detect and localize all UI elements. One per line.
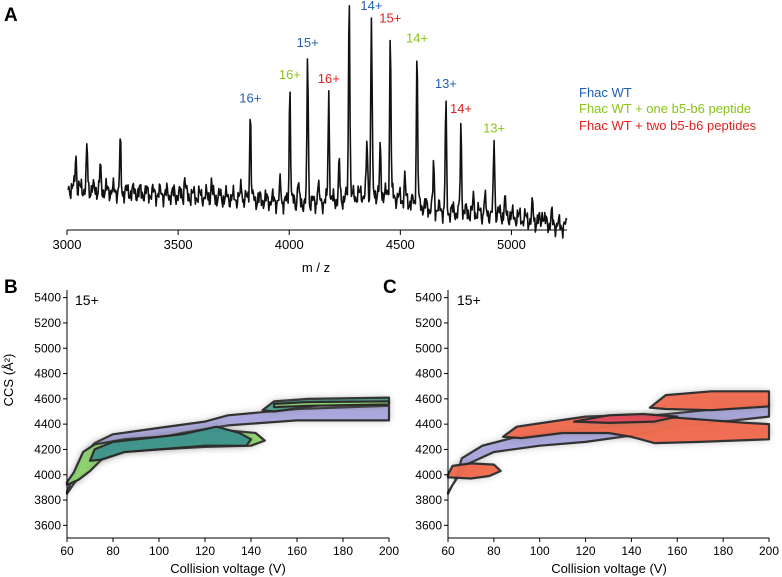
spectrum-x-tick-label: 4000 bbox=[275, 237, 304, 252]
ccs-y-tick-label: 4000 bbox=[34, 468, 61, 482]
panel-letter-c: C bbox=[383, 277, 397, 298]
spectrum-x-ticks: 3000 3500 4000 4500 5000 bbox=[53, 230, 526, 252]
ccs-y-tick-label: 4800 bbox=[415, 367, 442, 381]
ccs-region bbox=[572, 412, 679, 424]
peak-label-wt: 16+ bbox=[239, 90, 261, 105]
ccs-y-tick-label: 4800 bbox=[34, 367, 61, 381]
ccs-c-x-ticks: 60 80 100 120 140 160 180 200 bbox=[441, 538, 779, 558]
ccs-y-tick-label: 5200 bbox=[34, 316, 61, 330]
ccs-panel-c: 60 80 100 120 140 160 180 200 3600 3800 4000 4200 4… bbox=[415, 290, 779, 576]
legend-entry-wt: Fhac WT bbox=[579, 85, 632, 100]
ccs-b-y-label: CCS (Å²) bbox=[1, 354, 16, 407]
ccs-region bbox=[446, 462, 502, 480]
ccs-b-x-ticks: 60 80 100 120 140 160 180 200 bbox=[60, 538, 399, 558]
ccs-x-tick-label: 80 bbox=[487, 544, 501, 558]
peak-label-two: 16+ bbox=[318, 71, 340, 86]
panel-letter-b: B bbox=[4, 277, 18, 298]
ccs-y-tick-label: 4400 bbox=[34, 417, 61, 431]
peak-label-wt: 15+ bbox=[297, 35, 319, 50]
peak-label-one: 16+ bbox=[279, 67, 301, 82]
peak-label-two: 15+ bbox=[379, 10, 401, 25]
spectrum-x-label: m / z bbox=[302, 260, 330, 275]
peak-label-wt: 13+ bbox=[435, 76, 457, 91]
peak-labels: 16+16+15+16+15+14+15+14+13+14+13+ bbox=[239, 0, 505, 136]
ccs-y-tick-label: 4200 bbox=[415, 442, 442, 456]
spectrum-trace bbox=[67, 5, 568, 239]
ccs-x-tick-label: 100 bbox=[530, 544, 550, 558]
ccs-y-tick-label: 5400 bbox=[415, 291, 442, 305]
ccs-y-tick-label: 4400 bbox=[415, 417, 442, 431]
ccs-regions-c bbox=[446, 390, 771, 495]
ccs-y-tick-label: 3800 bbox=[34, 493, 61, 507]
ccs-y-tick-label: 3600 bbox=[415, 518, 442, 532]
ccs-y-tick-label: 4200 bbox=[34, 442, 61, 456]
ccs-x-tick-label: 80 bbox=[106, 544, 120, 558]
peak-label-one: 13+ bbox=[483, 121, 505, 136]
ccs-region-fill bbox=[572, 412, 679, 424]
legend: Fhac WT Fhac WT + one b5-b6 peptide Fhac… bbox=[579, 85, 757, 133]
ccs-x-tick-label: 160 bbox=[667, 544, 687, 558]
ccs-c-charge-label: 15+ bbox=[457, 292, 481, 308]
ccs-region-fill bbox=[88, 425, 253, 462]
ccs-panel-b: 60 80 100 120 140 160 180 200 3600 3800 4000 4200 4… bbox=[1, 290, 399, 576]
ccs-x-tick-label: 60 bbox=[441, 544, 455, 558]
legend-entry-one-peptide: Fhac WT + one b5-b6 peptide bbox=[579, 101, 751, 116]
ccs-region-fill bbox=[648, 390, 771, 412]
ccs-y-tick-label: 5000 bbox=[415, 341, 442, 355]
ccs-regions-b bbox=[65, 396, 391, 495]
ccs-region-fill bbox=[272, 400, 391, 409]
ccs-b-x-label: Collision voltage (V) bbox=[170, 561, 286, 576]
ccs-b-charge-label: 15+ bbox=[75, 292, 99, 308]
ccs-x-tick-label: 180 bbox=[713, 544, 733, 558]
ccs-region-fill bbox=[446, 462, 502, 480]
legend-entry-two-peptides: Fhac WT + two b5-b6 peptides bbox=[579, 118, 757, 133]
ccs-y-tick-label: 3600 bbox=[34, 518, 61, 532]
ccs-x-tick-label: 100 bbox=[149, 544, 169, 558]
ccs-x-tick-label: 120 bbox=[576, 544, 596, 558]
ccs-x-tick-label: 140 bbox=[241, 544, 261, 558]
ccs-region bbox=[648, 390, 771, 412]
ccs-region bbox=[88, 425, 253, 462]
panel-letter-a: A bbox=[4, 5, 18, 26]
ccs-y-tick-label: 5200 bbox=[415, 316, 442, 330]
ccs-x-tick-label: 60 bbox=[60, 544, 74, 558]
peak-label-wt: 14+ bbox=[360, 0, 382, 13]
ccs-y-tick-label: 4600 bbox=[34, 392, 61, 406]
ccs-x-tick-label: 120 bbox=[195, 544, 215, 558]
ccs-y-tick-label: 5000 bbox=[34, 341, 61, 355]
ccs-c-x-label: Collision voltage (V) bbox=[551, 561, 667, 576]
ccs-region-fill bbox=[501, 414, 771, 445]
peak-label-two: 14+ bbox=[450, 101, 472, 116]
ccs-region bbox=[272, 400, 391, 409]
ccs-b-y-ticks: 3600 3800 4000 4200 4400 4600 4800 5000 5200 5400 bbox=[34, 291, 67, 532]
ccs-x-tick-label: 160 bbox=[287, 544, 307, 558]
ccs-x-tick-label: 180 bbox=[333, 544, 353, 558]
ccs-x-tick-label: 200 bbox=[379, 544, 399, 558]
ccs-y-tick-label: 4600 bbox=[415, 392, 442, 406]
spectrum-x-tick-label: 5000 bbox=[497, 237, 526, 252]
ccs-y-tick-label: 3800 bbox=[415, 493, 442, 507]
spectrum-x-tick-label: 4500 bbox=[386, 237, 415, 252]
peak-label-one: 14+ bbox=[406, 31, 428, 46]
spectrum-x-tick-label: 3500 bbox=[164, 237, 193, 252]
ccs-x-tick-label: 200 bbox=[759, 544, 779, 558]
ccs-y-tick-label: 4000 bbox=[415, 468, 442, 482]
ccs-region bbox=[501, 414, 771, 445]
ccs-x-tick-label: 140 bbox=[621, 544, 641, 558]
spectrum-x-tick-label: 3000 bbox=[53, 237, 82, 252]
ccs-c-y-ticks: 3600 3800 4000 4200 4400 4600 4800 5000 5200 5400 bbox=[415, 291, 448, 532]
ccs-y-tick-label: 5400 bbox=[34, 291, 61, 305]
